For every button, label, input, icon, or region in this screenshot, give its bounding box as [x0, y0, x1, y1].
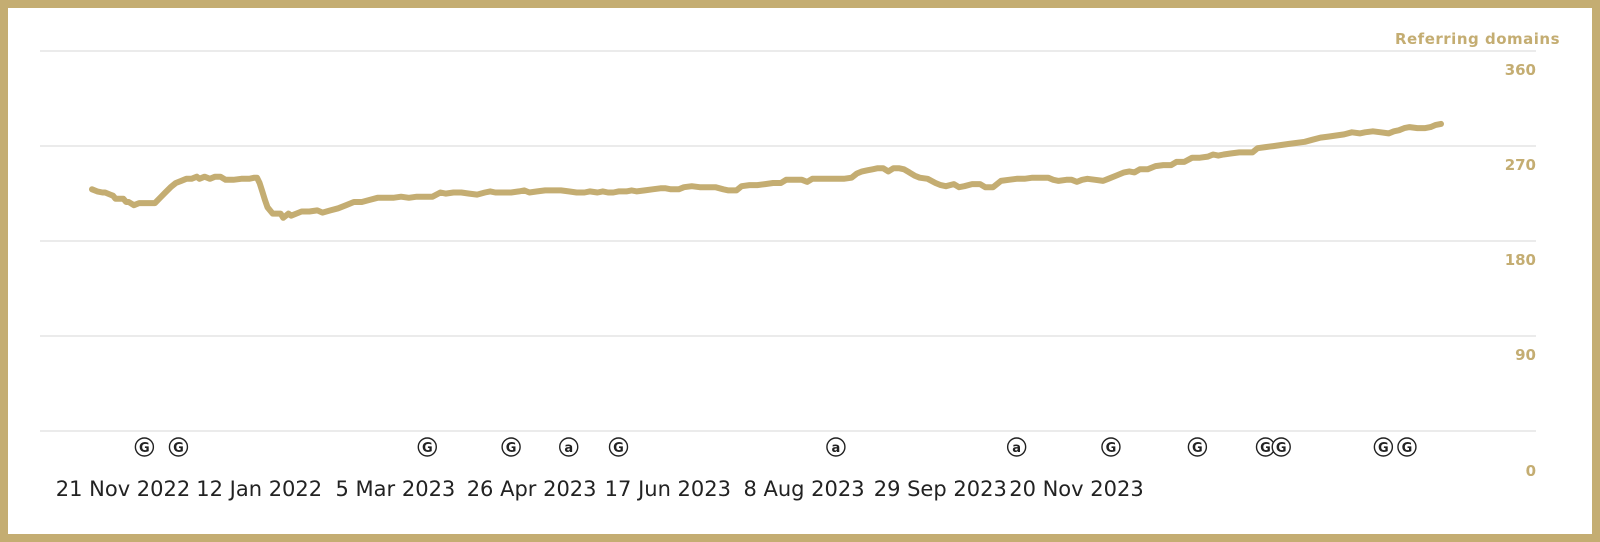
google-update-marker[interactable]: G: [1373, 437, 1394, 457]
annotation-marker[interactable]: a: [826, 437, 846, 457]
grid-lines: [40, 50, 1536, 432]
google-update-marker[interactable]: G: [1101, 437, 1121, 457]
annotation-marker[interactable]: a: [559, 437, 579, 457]
annotation-marker-label: a: [1012, 441, 1021, 456]
google-update-marker[interactable]: G: [1187, 437, 1208, 457]
annotation-marker-label: G: [1402, 441, 1413, 456]
google-update-marker[interactable]: G: [608, 437, 629, 457]
google-update-marker[interactable]: G: [168, 437, 189, 457]
annotation-marker-label: a: [832, 441, 841, 456]
x-tick-label: 12 Jan 2022: [196, 477, 322, 501]
x-tick-label: 20 Nov 2023: [1009, 477, 1144, 501]
annotation-marker-label: G: [422, 441, 433, 456]
annotation-marker[interactable]: a: [1006, 437, 1027, 457]
google-update-marker[interactable]: G: [134, 437, 155, 457]
y-tick-label: 180: [1505, 251, 1536, 269]
google-update-marker[interactable]: G: [1397, 437, 1417, 457]
chart-svg: 0 90 180 270 360 21 Nov 2022 12 Jan 2022 5 Mar…: [40, 50, 1536, 501]
series-line-referring-domains: [89, 120, 1444, 221]
y-axis-ticks: 0 90 180 270 360: [1505, 61, 1536, 480]
annotation-marker-label: G: [613, 441, 624, 456]
y-tick-label: 90: [1515, 346, 1536, 364]
x-tick-label: 29 Sep 2023: [874, 477, 1007, 501]
y-tick-label: 0: [1526, 462, 1536, 480]
y-tick-label: 360: [1505, 61, 1536, 79]
annotation-marker-label: G: [506, 441, 517, 456]
x-tick-label: 21 Nov 2022: [56, 477, 191, 501]
google-update-marker[interactable]: G: [501, 437, 521, 457]
x-axis-ticks: 21 Nov 2022 12 Jan 2022 5 Mar 2023 26 Apr 2…: [56, 477, 1144, 501]
annotation-marker-label: G: [1378, 441, 1389, 456]
x-tick-label: 8 Aug 2023: [743, 477, 864, 501]
x-tick-label: 5 Mar 2023: [336, 477, 456, 501]
annotation-marker-label: G: [1260, 441, 1271, 456]
annotation-marker-label: G: [173, 441, 184, 456]
annotation-marker-label: a: [564, 441, 573, 456]
legend-series-name: Referring domains: [1394, 30, 1560, 48]
google-update-marker[interactable]: G: [1271, 437, 1291, 457]
x-tick-label: 17 Jun 2023: [605, 477, 731, 501]
annotation-marker-label: G: [1276, 441, 1287, 456]
annotation-marker-label: G: [1192, 441, 1203, 456]
google-update-marker[interactable]: G: [417, 437, 437, 457]
annotation-marker-label: G: [139, 441, 150, 456]
y-tick-label: 270: [1505, 156, 1536, 174]
x-tick-label: 26 Apr 2023: [467, 477, 597, 501]
annotation-marker-label: G: [1106, 441, 1117, 456]
series-line-group: [89, 120, 1444, 221]
